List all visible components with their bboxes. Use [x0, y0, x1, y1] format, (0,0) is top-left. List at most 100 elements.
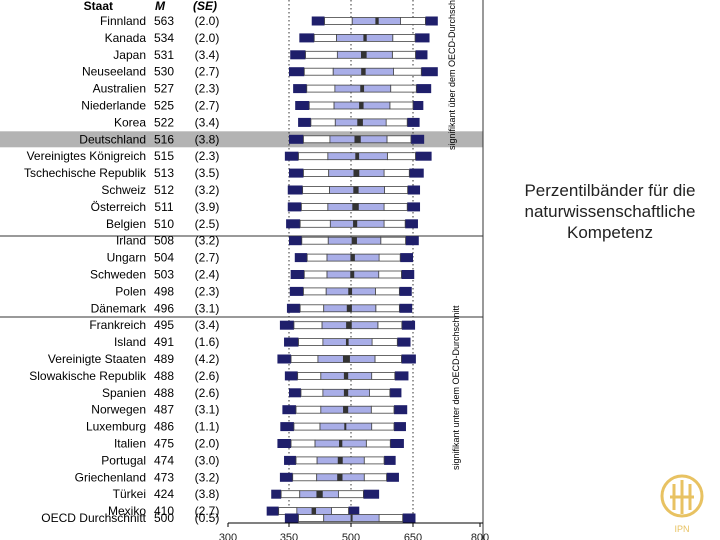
band-p75-p90 — [386, 152, 416, 161]
band-p5-p10 — [266, 506, 279, 516]
mean-ci-mark — [343, 372, 349, 380]
band-p10-p25 — [297, 371, 322, 380]
logo-ring — [660, 474, 704, 518]
band-p75-p90 — [392, 34, 416, 42]
chart-title: Perzentilbänder für die naturwissenschaf… — [524, 181, 696, 242]
band-p10-p25 — [300, 202, 329, 211]
band-p90-p95 — [390, 439, 404, 448]
band-p10-p25 — [302, 186, 330, 194]
country-label: Frankreich — [89, 318, 146, 332]
country-label: Dänemark — [91, 301, 147, 315]
band-p90-p95 — [415, 151, 432, 161]
band-p90-p95 — [389, 388, 402, 398]
band-p10-p25 — [280, 490, 301, 499]
se-value: (2.5) — [195, 217, 220, 231]
band-p90-p95 — [415, 33, 430, 43]
band-p90-p95 — [401, 270, 415, 279]
mean-value: 486 — [154, 420, 174, 434]
country-label: Österreich — [91, 200, 146, 214]
mean-ci-mark — [339, 440, 343, 447]
country-label: Slowakische Republik — [29, 369, 147, 383]
logo-glyph — [670, 480, 694, 514]
ipn-logo-icon: IPN — [660, 474, 704, 534]
se-value: (2.0) — [195, 31, 220, 45]
band-p90-p95 — [363, 489, 380, 499]
band-p5-p10 — [284, 151, 299, 161]
country-label: Portugal — [101, 453, 146, 467]
band-p10-p25 — [290, 355, 319, 363]
se-value: (3.8) — [195, 487, 220, 501]
country-label: Irland — [116, 234, 146, 248]
band-p75-p90 — [383, 219, 406, 228]
mean-ci-mark — [357, 118, 363, 126]
band-p75-p90 — [378, 270, 402, 279]
mean-ci-mark — [346, 321, 352, 329]
band-p75-p90 — [385, 118, 408, 127]
band-p90-p95 — [425, 16, 438, 26]
band-p10-p25 — [300, 388, 324, 397]
country-label: Türkei — [113, 487, 146, 501]
mean-value: 508 — [154, 234, 174, 248]
country-label: Schweden — [90, 268, 146, 282]
mean-value: 473 — [154, 470, 174, 484]
x-tick-label: 350 — [280, 532, 298, 540]
band-p75-p90 — [369, 388, 391, 397]
band-p10-p25 — [306, 253, 328, 262]
band-p5-p10 — [311, 16, 325, 26]
mean-value: 527 — [154, 82, 174, 96]
se-value: (2.3) — [195, 284, 220, 298]
band-p5-p10 — [298, 117, 311, 127]
se-value: (3.9) — [195, 200, 220, 214]
mean-ci-mark — [350, 271, 355, 278]
x-tick-label: 300 — [219, 532, 237, 540]
se-value: (2.6) — [195, 369, 220, 383]
se-value: (2.3) — [195, 82, 220, 96]
band-p90-p95 — [407, 185, 421, 195]
se-value: (3.4) — [195, 115, 220, 129]
band-p5-p10 — [290, 270, 305, 279]
mean-ci-mark — [353, 169, 360, 177]
band-p75-p90 — [400, 17, 426, 25]
band-p5-p10 — [294, 253, 308, 263]
band-p90-p95 — [407, 117, 420, 127]
band-p90-p95 — [401, 320, 416, 330]
highlight-layer — [0, 131, 483, 148]
mean-value: 488 — [154, 369, 174, 383]
country-label: Island — [114, 335, 146, 349]
band-p10-p25 — [290, 439, 316, 448]
band-p5-p10 — [289, 67, 305, 77]
band-p90-p95 — [397, 337, 411, 347]
band-p10-p25 — [306, 84, 336, 93]
band-p5-p10 — [287, 202, 302, 212]
country-label: Vereinigtes Königreich — [27, 149, 146, 163]
se-value: (3.2) — [195, 183, 220, 197]
mean-ci-mark — [311, 507, 317, 515]
country-label: Japan — [113, 48, 146, 62]
band-p10-p25 — [298, 514, 325, 522]
band-p5-p10 — [282, 405, 297, 415]
band-p10-p25 — [303, 287, 327, 296]
mean-value: 515 — [154, 149, 174, 163]
se-value: (1.1) — [195, 420, 220, 434]
band-p10-p25 — [299, 304, 325, 313]
band-p5-p10 — [287, 185, 303, 195]
se-value: (4.2) — [195, 352, 220, 366]
country-label: Korea — [114, 115, 146, 129]
band-p10-p25 — [293, 422, 321, 431]
band-p90-p95 — [399, 286, 412, 296]
band-p75-p90 — [378, 514, 404, 522]
band-p75-p90 — [370, 405, 395, 414]
band-p90-p95 — [407, 202, 421, 212]
country-label: Niederlande — [81, 99, 146, 113]
highlight-band — [0, 131, 483, 148]
band-p10-p25 — [308, 101, 335, 110]
band-p90-p95 — [402, 513, 416, 523]
mean-ci-mark — [351, 237, 357, 245]
significant-above-note: signifikant über dem OECD-Durchschnitt — [447, 0, 457, 150]
band-p75-p90 — [380, 236, 406, 245]
band-p5-p10 — [284, 337, 299, 347]
mean-value: 530 — [154, 65, 174, 79]
mean-value: 510 — [154, 217, 174, 231]
mean-value: 513 — [154, 166, 174, 180]
band-p75-p90 — [377, 321, 403, 330]
